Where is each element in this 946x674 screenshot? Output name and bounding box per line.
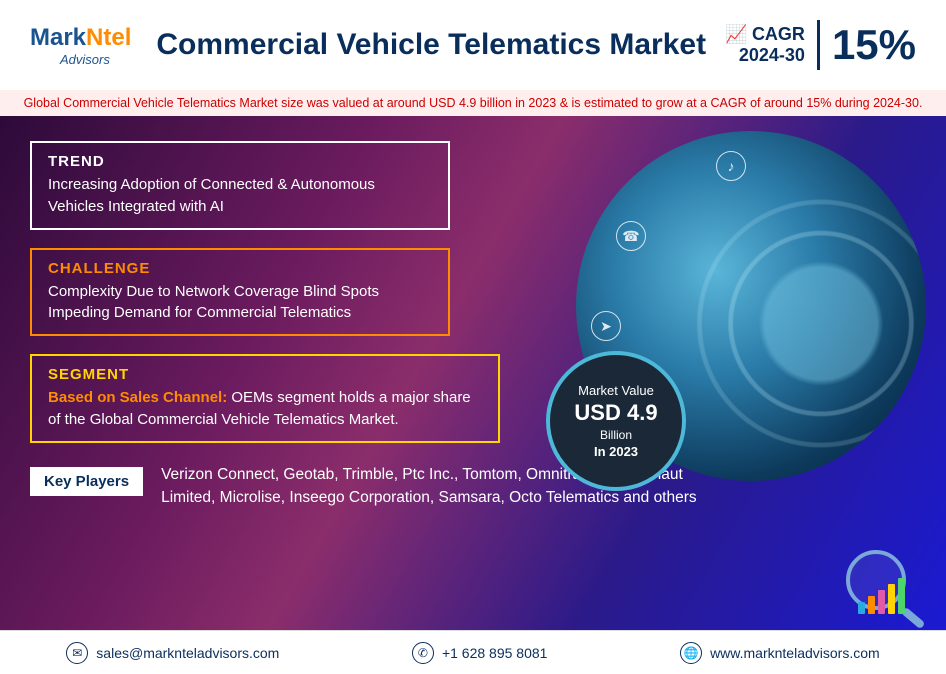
header: MarkNtel Advisors Commercial Vehicle Tel…: [0, 0, 946, 90]
chart-bar: [878, 590, 885, 614]
logo-part1: Mark: [30, 24, 86, 51]
segment-box: SEGMENT Based on Sales Channel: OEMs seg…: [30, 354, 500, 443]
mv-year: In 2023: [594, 444, 638, 459]
email-text: sales@marknteladvisors.com: [96, 645, 279, 661]
nav-icon: ➤: [591, 311, 621, 341]
email-icon: ✉: [66, 642, 88, 664]
trend-text: Increasing Adoption of Connected & Auton…: [48, 174, 432, 218]
cagr-row: 📈 CAGR: [725, 24, 805, 45]
challenge-label: CHALLENGE: [48, 260, 432, 277]
phone-text: +1 628 895 8081: [442, 645, 548, 661]
segment-text: Based on Sales Channel: OEMs segment hol…: [48, 387, 482, 431]
footer-email: ✉ sales@marknteladvisors.com: [66, 642, 279, 664]
phone-icon: ☎: [616, 221, 646, 251]
mv-unit: Billion: [600, 428, 632, 442]
footer: ✉ sales@marknteladvisors.com ✆ +1 628 89…: [0, 630, 946, 674]
page-title: Commercial Vehicle Telematics Market: [156, 28, 706, 62]
chart-bars: [858, 578, 905, 614]
globe-icon: 🌐: [680, 642, 702, 664]
key-players-label: Key Players: [30, 467, 143, 496]
chart-bar: [898, 578, 905, 614]
segment-label: SEGMENT: [48, 366, 482, 383]
challenge-box: CHALLENGE Complexity Due to Network Cove…: [30, 248, 450, 337]
chart-bar: [858, 602, 865, 614]
segment-lead: Based on Sales Channel:: [48, 389, 227, 406]
magnify-chart-icon: [846, 550, 924, 628]
web-text: www.marknteladvisors.com: [710, 645, 880, 661]
challenge-text: Complexity Due to Network Coverage Blind…: [48, 281, 432, 325]
cagr-years: 2024-30: [739, 45, 805, 66]
logo-main: MarkNtel: [30, 24, 131, 52]
cagr-value: 15%: [832, 21, 916, 69]
trend-box: TREND Increasing Adoption of Connected &…: [30, 141, 450, 230]
divider: [817, 20, 820, 70]
chart-bar: [888, 584, 895, 614]
footer-web: 🌐 www.marknteladvisors.com: [680, 642, 880, 664]
phone-icon: ✆: [412, 642, 434, 664]
logo-part2: Ntel: [86, 24, 131, 51]
footer-phone: ✆ +1 628 895 8081: [412, 642, 548, 664]
market-value-badge: Market Value USD 4.9 Billion In 2023: [546, 351, 686, 491]
mv-value: USD 4.9: [574, 400, 657, 426]
mv-label: Market Value: [578, 383, 654, 398]
subtitle-bar: Global Commercial Vehicle Telematics Mar…: [0, 90, 946, 116]
cagr-label: CAGR: [752, 24, 805, 44]
chart-bar: [868, 596, 875, 614]
trend-label: TREND: [48, 153, 432, 170]
trend-up-icon: 📈: [725, 24, 747, 44]
logo-sub: Advisors: [60, 52, 131, 67]
main-area: TREND Increasing Adoption of Connected &…: [0, 116, 946, 646]
music-icon: ♪: [716, 151, 746, 181]
cagr-left: 📈 CAGR 2024-30: [725, 24, 805, 66]
logo: MarkNtel Advisors: [30, 24, 131, 67]
cagr-block: 📈 CAGR 2024-30 15%: [725, 20, 916, 70]
